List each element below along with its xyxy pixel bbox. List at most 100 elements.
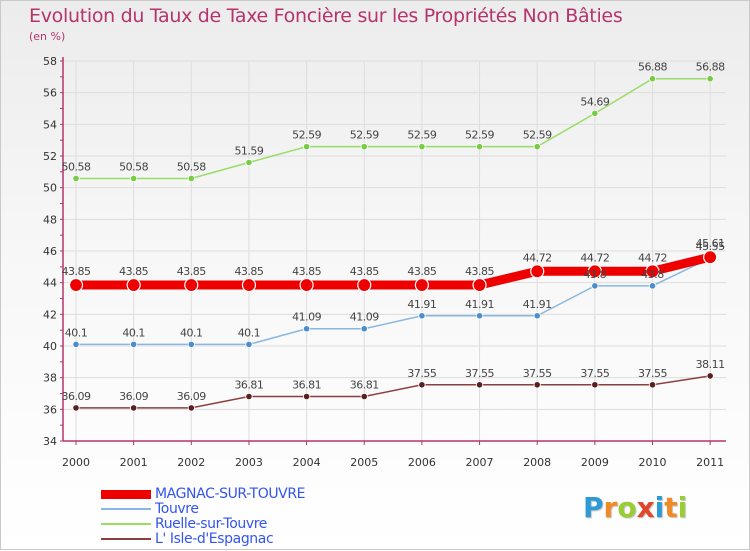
data-label: 41.91 <box>465 298 494 311</box>
chart-title: Evolution du Taux de Taxe Foncière sur l… <box>29 5 623 27</box>
data-label: 56.88 <box>696 61 725 74</box>
data-label: 50.58 <box>62 160 91 173</box>
data-label: 38.11 <box>696 358 725 371</box>
data-label: 40.1 <box>122 326 145 339</box>
series-line <box>76 257 711 346</box>
x-tick-label: 2008 <box>523 456 551 469</box>
x-tick-label: 2003 <box>235 456 263 469</box>
data-point <box>245 158 253 167</box>
data-label: 43.85 <box>234 265 263 278</box>
data-point <box>72 174 80 183</box>
series-line <box>71 252 715 290</box>
y-tick-label: 46 <box>43 245 57 258</box>
data-label: 36.09 <box>177 390 206 403</box>
data-point <box>184 277 199 293</box>
data-label: 37.55 <box>638 367 667 380</box>
data-label: 43.8 <box>641 268 664 281</box>
data-point <box>475 143 484 151</box>
y-tick-label: 52 <box>43 150 57 163</box>
data-point <box>533 381 541 389</box>
x-tick-label: 2005 <box>350 456 378 469</box>
data-label: 36.81 <box>234 379 263 392</box>
data-label: 37.55 <box>465 367 494 380</box>
data-point <box>360 392 368 401</box>
legend-item: MAGNAC-SUR-TOUVRE <box>101 486 306 502</box>
data-point <box>130 404 138 412</box>
data-point <box>360 325 368 333</box>
data-label: 43.85 <box>350 265 379 278</box>
data-label: 40.1 <box>238 326 261 339</box>
y-unit-label: (en %) <box>29 30 66 43</box>
data-point <box>72 340 80 349</box>
legend-label: Touvre <box>155 501 199 517</box>
data-label: 52.59 <box>292 129 321 142</box>
y-tick-label: 34 <box>43 435 57 448</box>
x-tick-label: 2002 <box>177 456 205 469</box>
data-point <box>360 143 368 151</box>
data-point <box>475 381 484 389</box>
data-point <box>302 392 311 401</box>
x-tick-label: 2009 <box>581 456 609 469</box>
data-point <box>357 277 372 293</box>
data-label: 43.85 <box>119 265 148 278</box>
data-label: 43.85 <box>292 265 321 278</box>
data-label: 45.61 <box>696 237 725 250</box>
y-tick-label: 50 <box>43 182 57 195</box>
y-tick-label: 48 <box>43 213 57 226</box>
data-point <box>475 312 484 320</box>
logo-letter: r <box>603 491 618 524</box>
data-label: 40.1 <box>180 326 203 339</box>
data-label: 37.55 <box>523 367 552 380</box>
data-point <box>706 75 714 83</box>
legend-swatch <box>101 538 151 540</box>
data-point <box>648 282 657 290</box>
data-point <box>587 264 602 279</box>
logo-letter: i <box>677 491 688 524</box>
data-point <box>645 264 660 279</box>
data-point <box>706 372 714 380</box>
series-line <box>76 375 711 409</box>
legend-label: Ruelle-sur-Touvre <box>155 516 267 532</box>
data-point <box>533 143 541 151</box>
logo-letter: t <box>664 491 678 524</box>
x-tick-label: 2004 <box>293 456 321 469</box>
data-label: 52.59 <box>465 129 494 142</box>
data-point <box>245 340 253 349</box>
data-label: 44.72 <box>580 251 609 264</box>
data-point <box>72 404 80 412</box>
proxiti-logo: Proxiti <box>583 491 687 524</box>
data-label: 51.59 <box>234 144 263 157</box>
data-point <box>418 312 426 320</box>
y-tick-label: 38 <box>43 372 57 385</box>
x-tick-label: 2007 <box>466 456 494 469</box>
data-label: 37.55 <box>580 367 609 380</box>
data-point <box>299 277 314 293</box>
data-point <box>703 250 718 265</box>
data-point <box>130 174 138 183</box>
legend-item: Touvre <box>101 501 199 517</box>
x-tick-label: 2001 <box>120 456 148 469</box>
x-tick-label: 2010 <box>639 456 667 469</box>
data-point <box>414 277 429 293</box>
y-tick-label: 40 <box>43 340 57 353</box>
data-label: 43.85 <box>465 265 494 278</box>
y-tick-label: 42 <box>43 308 57 321</box>
data-point <box>130 340 138 349</box>
legend-label: MAGNAC-SUR-TOUVRE <box>155 486 306 502</box>
legend-swatch <box>101 508 151 510</box>
data-point <box>591 381 599 389</box>
logo-letter: i <box>654 491 665 524</box>
data-label: 44.72 <box>638 251 667 264</box>
data-label: 36.81 <box>350 379 379 392</box>
data-point <box>418 143 426 151</box>
data-label: 56.88 <box>638 61 667 74</box>
legend-label: L' Isle-d'Espagnac <box>155 531 274 547</box>
data-label: 36.81 <box>292 379 321 392</box>
data-label: 37.55 <box>407 367 436 380</box>
legend-swatch <box>101 523 151 525</box>
series-line <box>76 77 711 180</box>
data-label: 43.85 <box>62 265 91 278</box>
data-point <box>302 325 311 333</box>
data-label: 52.59 <box>350 129 379 142</box>
data-label: 43.85 <box>177 265 206 278</box>
